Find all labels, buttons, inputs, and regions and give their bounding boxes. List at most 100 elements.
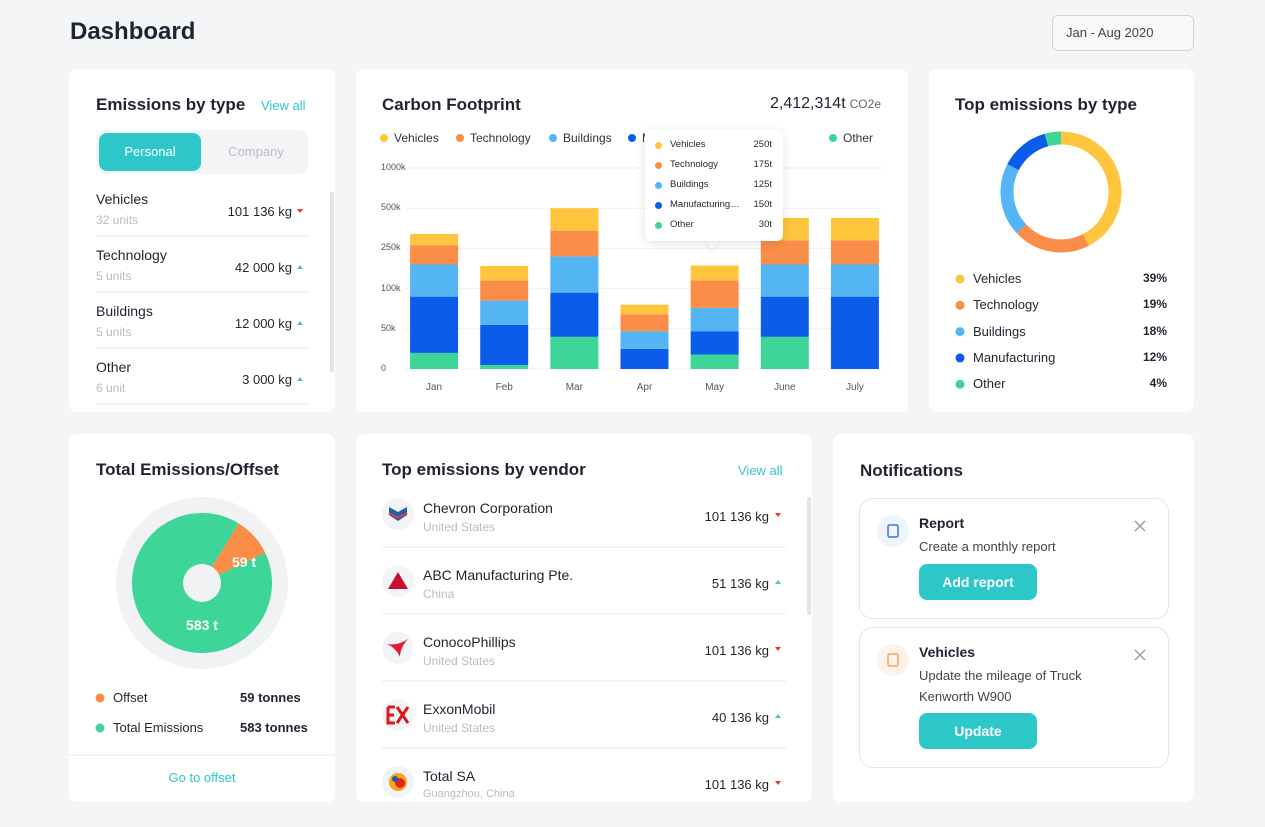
bar-segment	[410, 233, 459, 246]
legend-value: 19%	[1142, 297, 1167, 312]
legend-label: Offset	[113, 690, 148, 705]
legend-dot	[955, 379, 965, 389]
legend-label: Technology	[973, 297, 1039, 313]
donut-segment	[1016, 224, 1089, 253]
vendor-amount: 101 136 kg	[704, 509, 769, 524]
close-icon[interactable]	[1134, 520, 1146, 532]
logo-shape	[389, 507, 407, 521]
bar-segment	[690, 331, 739, 355]
bar-segment	[550, 256, 599, 293]
bar-segment	[690, 307, 739, 332]
x-tick-label: May	[705, 382, 725, 393]
tab-active[interactable]	[99, 133, 201, 171]
y-tick-label: 100k	[381, 282, 401, 293]
legend-dot	[628, 134, 636, 142]
notification-title: Vehicles	[919, 644, 976, 660]
legend-dot	[456, 134, 464, 142]
view-all-link[interactable]: View all	[738, 463, 783, 478]
trend-down-icon	[775, 513, 781, 517]
x-tick-label: Apr	[636, 382, 653, 393]
legend-dot	[955, 274, 965, 284]
bar-segment	[550, 292, 599, 337]
legend-value: 18%	[1142, 323, 1167, 338]
vendor-name: Total SA	[423, 768, 476, 784]
slice-label: 583 t	[186, 617, 218, 633]
bar-segment	[620, 331, 669, 349]
notification-text: Update the mileage of Truck Kenworth W90…	[919, 668, 1082, 704]
bar-segment	[550, 230, 599, 257]
logo-shape	[386, 705, 410, 725]
donut-segment	[1060, 131, 1122, 246]
trend-down-icon	[297, 209, 303, 213]
button-label[interactable]: Add report	[942, 574, 1014, 590]
bar-segment	[410, 352, 459, 369]
bar-segment	[830, 264, 879, 297]
legend-label: Manufacturing	[973, 349, 1056, 365]
button[interactable]	[919, 564, 1037, 600]
button-label[interactable]: Update	[954, 723, 1002, 739]
notification-icon	[887, 524, 899, 538]
legend-label: Vehicles	[394, 131, 439, 145]
item-name: Other	[96, 359, 132, 375]
item-amount: 42 000 kg	[234, 260, 292, 275]
legend-dot	[955, 327, 965, 337]
item-units: 5 units	[96, 269, 132, 283]
y-tick-label: 500k	[381, 202, 401, 213]
date-picker[interactable]	[1052, 15, 1194, 51]
view-all-link[interactable]: View all	[261, 98, 306, 113]
bar-segment	[480, 324, 529, 365]
legend-dot	[955, 300, 965, 310]
button[interactable]	[919, 713, 1037, 749]
tooltip-label: Vehicles	[670, 139, 706, 150]
legend-label: Other	[973, 376, 1006, 392]
vendor-name: ExxonMobil	[423, 701, 496, 717]
offset-link[interactable]: Go to offset	[168, 770, 236, 785]
legend-dot	[829, 134, 837, 142]
logo-shape	[392, 776, 398, 782]
bar-segment	[690, 265, 739, 281]
legend-dot	[955, 353, 965, 363]
legend-dot	[380, 134, 388, 142]
bar-segment	[480, 265, 529, 281]
logo-shape	[388, 512, 408, 520]
item-amount: 3 000 kg	[242, 372, 292, 387]
card-title: Emissions by type	[96, 95, 246, 114]
bar-segment	[410, 264, 459, 297]
legend-value: 12%	[1142, 349, 1167, 364]
notification	[859, 627, 1169, 768]
bar-segment	[480, 300, 529, 325]
y-tick-label: 1000k	[381, 162, 406, 172]
trend-up-icon	[775, 580, 781, 584]
bar-segment	[410, 245, 459, 265]
x-tick-label: July	[846, 382, 864, 393]
legend-value: 583 tonnes	[240, 720, 308, 735]
y-tick-label: 0	[381, 363, 387, 373]
tab[interactable]: Company	[228, 144, 284, 159]
x-tick-label: Feb	[495, 382, 513, 393]
bar-segment	[760, 240, 809, 265]
close-icon[interactable]	[1134, 649, 1146, 661]
vendor-country: United States	[423, 654, 496, 668]
tooltip-label: Other	[670, 219, 694, 230]
tooltip-dot	[655, 162, 662, 169]
bar-segment	[830, 217, 879, 241]
vendor-country: United States	[423, 721, 496, 735]
x-tick-label: June	[773, 382, 796, 393]
trend-up-icon	[297, 377, 303, 381]
bar-segment	[620, 314, 669, 332]
notification-icon	[887, 653, 899, 667]
date-range: Jan - Aug 2020	[1066, 25, 1154, 40]
item-units: 5 units	[96, 325, 132, 339]
legend-dot	[549, 134, 557, 142]
vendor-country: United States	[423, 520, 496, 534]
trend-down-icon	[775, 647, 781, 651]
scrollbar	[330, 192, 334, 372]
item-units: 32 units	[96, 213, 139, 227]
donut-segment	[1000, 164, 1027, 234]
bar-segment	[480, 364, 529, 369]
total-unit: CO2e	[849, 97, 881, 111]
total: 2,412,314t CO2e	[770, 95, 881, 113]
item-amount: 101 136 kg	[227, 204, 292, 219]
tab[interactable]: Personal	[124, 144, 176, 159]
